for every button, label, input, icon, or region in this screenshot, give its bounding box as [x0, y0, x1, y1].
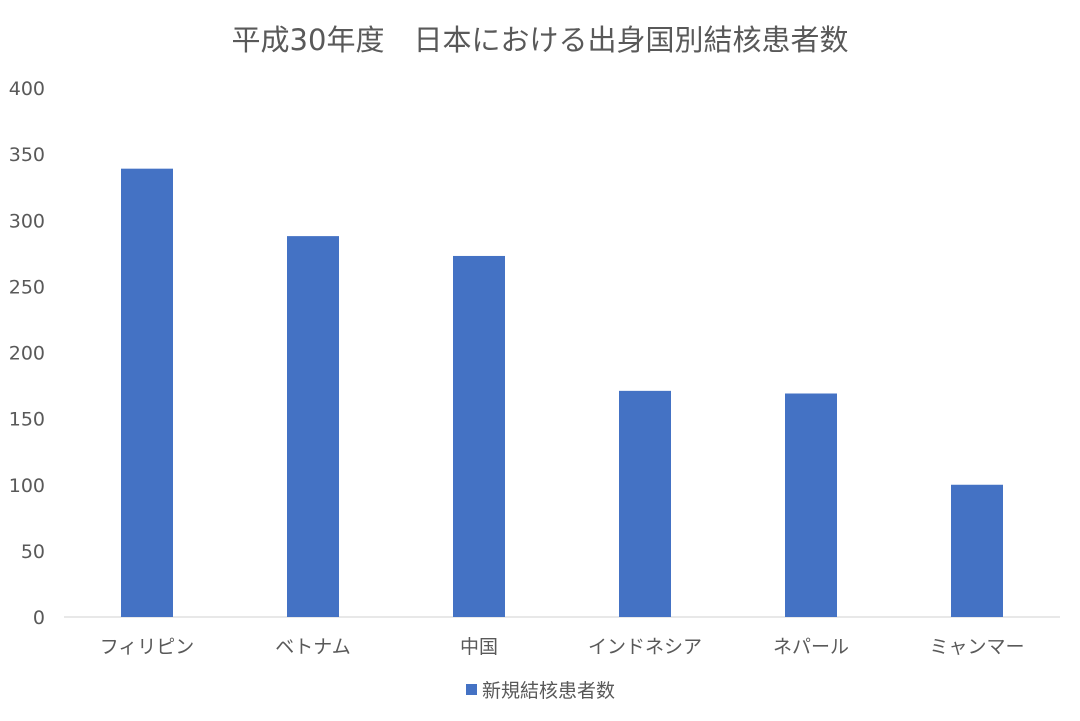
bar — [287, 236, 339, 617]
bar — [951, 484, 1003, 617]
bar-series — [121, 168, 1003, 618]
y-axis-tick-labels: 0 50 100 150 200 250 300 350 400 — [9, 78, 45, 629]
x-axis-category-labels: フィリピン ベトナム 中国 インドネシア ネパール ミャンマー — [100, 636, 1025, 658]
category-label: インドネシア — [588, 636, 702, 658]
y-tick-label: 300 — [9, 210, 45, 232]
bar — [619, 390, 671, 617]
legend-label: 新規結核患者数 — [482, 680, 615, 702]
legend-swatch — [466, 684, 477, 695]
chart-title: 平成30年度 日本における出身国別結核患者数 — [232, 23, 849, 57]
y-tick-label: 350 — [9, 144, 45, 166]
category-label: ベトナム — [275, 636, 350, 658]
category-label: ミャンマー — [929, 636, 1024, 658]
y-tick-label: 0 — [33, 607, 45, 629]
y-tick-label: 100 — [9, 475, 45, 497]
y-tick-label: 200 — [9, 343, 45, 365]
category-label: フィリピン — [100, 636, 195, 658]
category-label: 中国 — [460, 636, 498, 658]
bar — [453, 255, 505, 617]
bar — [785, 393, 837, 617]
bar — [121, 168, 173, 618]
y-tick-label: 150 — [9, 409, 45, 431]
y-tick-label: 400 — [9, 78, 45, 100]
y-tick-label: 250 — [9, 276, 45, 298]
legend: 新規結核患者数 — [466, 680, 615, 702]
category-label: ネパール — [773, 636, 849, 658]
y-tick-label: 50 — [21, 541, 45, 563]
